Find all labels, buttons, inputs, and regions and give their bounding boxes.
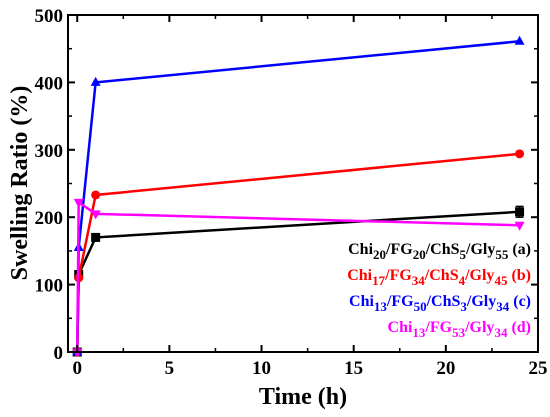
data-point bbox=[515, 149, 525, 159]
data-point bbox=[90, 76, 101, 86]
x-tick-label: 0 bbox=[72, 358, 82, 379]
data-point bbox=[90, 210, 101, 220]
series-line bbox=[75, 200, 520, 353]
data-point bbox=[91, 190, 101, 200]
legend-entry-4: Chi13​/FG53​/Gly34​ (d) bbox=[388, 319, 531, 340]
y-tick-label: 100 bbox=[35, 276, 64, 297]
plot-marks bbox=[72, 35, 525, 358]
y-tick-label: 500 bbox=[35, 6, 64, 27]
axes: 0 5 10 15 20 25 0 100 200 300 400 500 bbox=[35, 6, 548, 379]
x-axis-title: Time (h) bbox=[259, 384, 347, 410]
x-tick-label: 10 bbox=[252, 358, 271, 379]
legend-entry-1: Chi20​/FG20​/ChS5​/Gly55​ (a) bbox=[348, 241, 531, 262]
y-tick-label: 400 bbox=[35, 73, 64, 94]
x-tick-label: 5 bbox=[165, 358, 175, 379]
legend-entry-2: Chi17​/FG34​/ChS4​/Gly45​ (b) bbox=[347, 267, 531, 288]
data-point bbox=[515, 207, 525, 217]
y-axis-title: Swelling Ratio (%) bbox=[7, 86, 33, 281]
data-point bbox=[514, 35, 525, 45]
legend: Chi20​/FG20​/ChS5​/Gly55​ (a) Chi17​/FG34… bbox=[347, 241, 531, 340]
x-tick-label: 25 bbox=[529, 358, 548, 379]
x-tick-label: 20 bbox=[436, 358, 455, 379]
data-point bbox=[514, 221, 525, 231]
series-4 bbox=[72, 198, 525, 358]
legend-entry-3: Chi13​/FG50​/ChS3​/Gly34​ (c) bbox=[349, 293, 531, 314]
y-tick-label: 0 bbox=[54, 343, 64, 364]
y-tick-label: 200 bbox=[35, 208, 64, 229]
data-point bbox=[73, 198, 84, 208]
data-point bbox=[91, 232, 101, 242]
x-tick-label: 15 bbox=[344, 358, 363, 379]
y-tick-label: 300 bbox=[35, 141, 64, 162]
